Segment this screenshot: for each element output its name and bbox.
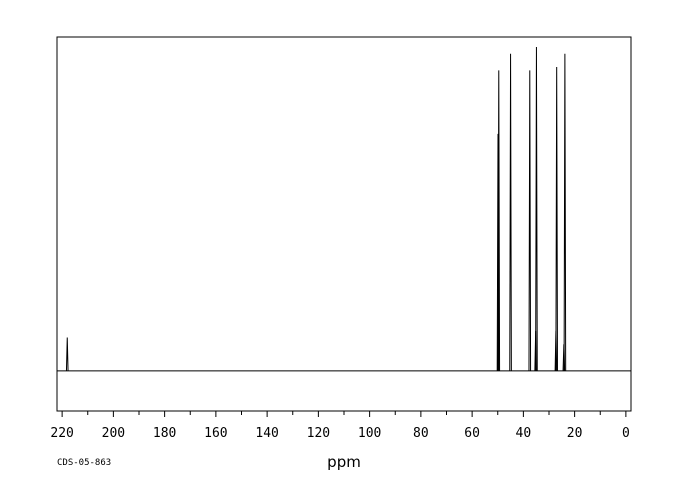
x-tick-label: 120 bbox=[307, 426, 330, 441]
x-tick-label: 200 bbox=[102, 426, 125, 441]
spectrum-peak bbox=[65, 337, 69, 371]
x-tick-label: 0 bbox=[622, 426, 630, 441]
x-tick-label: 20 bbox=[567, 426, 583, 441]
x-tick-label: 100 bbox=[358, 426, 381, 441]
spectrum-peak bbox=[528, 70, 532, 371]
x-axis-title: ppm bbox=[327, 453, 361, 471]
spectrum-peak bbox=[535, 47, 538, 371]
x-tick-label: 80 bbox=[413, 426, 429, 441]
x-tick-label: 220 bbox=[50, 426, 73, 441]
x-tick-label: 60 bbox=[464, 426, 480, 441]
spectrum-peak bbox=[509, 53, 512, 371]
sample-code-label: CDS-05-863 bbox=[57, 458, 111, 468]
spectrum-peak bbox=[555, 67, 558, 371]
x-tick-label: 140 bbox=[255, 426, 278, 441]
x-axis: 220 200 180 160 140 120 100 80 60 40 20 0 bbox=[50, 411, 630, 441]
plot-frame bbox=[56, 36, 632, 412]
x-tick-label: 40 bbox=[516, 426, 532, 441]
spectrum-peak bbox=[563, 53, 567, 371]
spectrum-peak bbox=[497, 70, 501, 371]
x-tick-label: 160 bbox=[204, 426, 227, 441]
spectrum-trace bbox=[57, 47, 631, 372]
x-tick-label: 180 bbox=[153, 426, 176, 441]
